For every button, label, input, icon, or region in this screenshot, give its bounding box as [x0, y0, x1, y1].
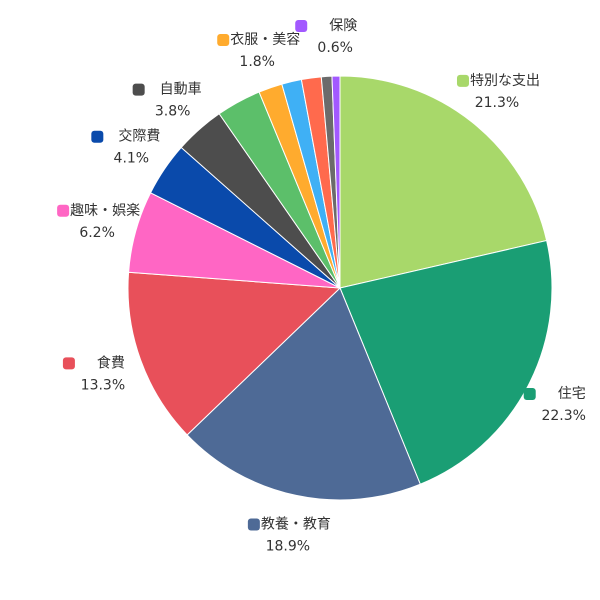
pie-slice [339, 239, 553, 485]
slice-label: 保険 [329, 18, 357, 34]
label-icon [57, 204, 70, 217]
pie-slice [186, 287, 421, 501]
value-label: 21.3% [475, 95, 519, 111]
value-label: 0.6% [317, 40, 353, 56]
label-icon [132, 83, 145, 96]
label-icon [295, 20, 308, 33]
label-icon [523, 387, 536, 400]
slice-label: 自動車 [160, 81, 202, 98]
pie-slice [127, 271, 342, 436]
slice-label: 食費 [97, 354, 125, 371]
slice-label: 衣服・美容 [230, 31, 300, 48]
label-icon [62, 357, 75, 370]
value-label: 6.2% [79, 225, 115, 241]
pie-slice [339, 75, 548, 289]
slice-label: 交際費 [118, 128, 160, 145]
label-icon [217, 33, 230, 46]
pie-slice [331, 75, 341, 289]
slice-label: 趣味・娯楽 [70, 203, 140, 219]
slice-label: 教養・教育 [261, 516, 331, 533]
value-label: 13.3% [81, 377, 125, 393]
value-label: 3.8% [155, 104, 191, 120]
value-label: 22.3% [541, 408, 585, 424]
slice-label: 特別な支出 [470, 73, 540, 89]
value-label: 1.8% [239, 54, 275, 70]
label-icon [247, 518, 260, 531]
label-icon [456, 74, 469, 87]
label-icon [91, 130, 104, 143]
slice-label: 住宅 [558, 386, 586, 402]
value-label: 4.1% [114, 151, 150, 167]
value-label: 18.9% [266, 539, 310, 555]
